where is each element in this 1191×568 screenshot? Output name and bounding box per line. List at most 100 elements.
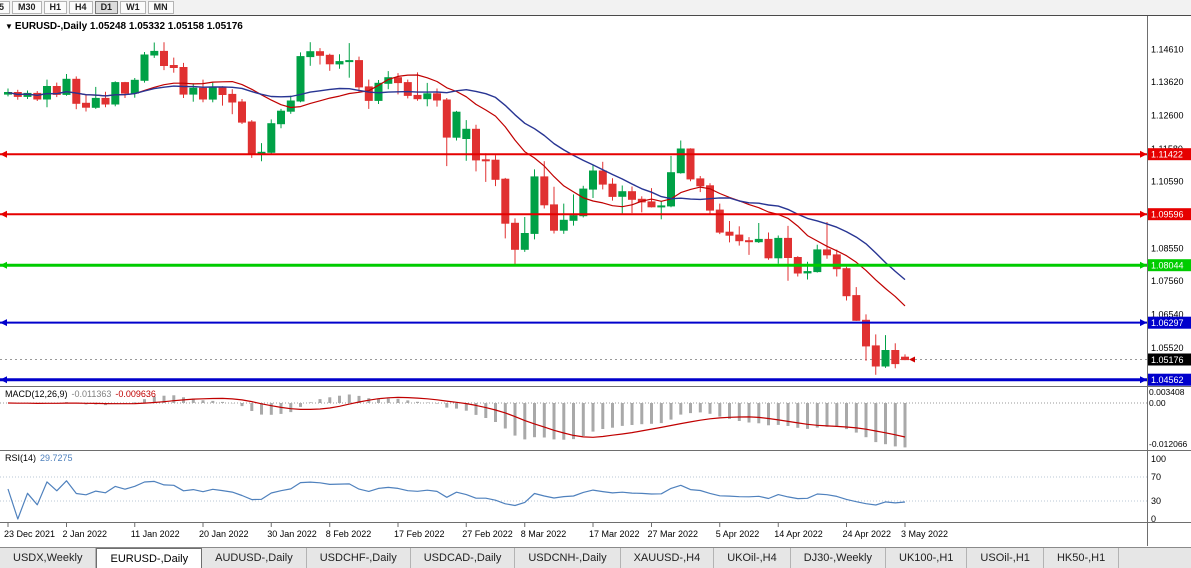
candle-body	[286, 100, 295, 112]
candle-body	[316, 51, 324, 56]
price-axis-label: 1.13620	[1151, 77, 1184, 87]
hline-right-arrow-icon	[1140, 261, 1147, 269]
hline-left-arrow-icon	[0, 376, 7, 384]
price-axis-label: 1.12600	[1151, 110, 1184, 120]
candle-body	[667, 172, 675, 207]
candle-body	[82, 102, 90, 108]
candle-body	[199, 87, 207, 100]
timeframe-button-m30[interactable]: M30	[12, 1, 42, 14]
date-label: 17 Feb 2022	[394, 529, 445, 539]
price-badge[interactable]	[1148, 148, 1191, 161]
candle-body	[813, 249, 822, 273]
candle-body	[394, 77, 402, 84]
chart-tab-audusd-daily[interactable]: AUDUSD-,Daily	[202, 548, 307, 568]
price-badge[interactable]	[1148, 208, 1191, 221]
timeframe-button-h1[interactable]: H1	[43, 1, 68, 14]
macd-value-main: -0.011363	[71, 389, 112, 399]
candle-body	[452, 111, 461, 138]
chart-tab-uk100-h1[interactable]: UK100-,H1	[886, 548, 968, 568]
ma-fast-line	[7, 74, 906, 307]
timeframe-button-h4[interactable]: H4	[69, 1, 93, 14]
candle-body	[842, 268, 851, 297]
candle-body	[228, 93, 237, 103]
candle-body	[803, 271, 812, 274]
chart-tab-xauusd-h4[interactable]: XAUUSD-,H4	[620, 548, 715, 568]
rsi-label: RSI(14)	[5, 453, 37, 463]
chart-tab-usdchf-daily[interactable]: USDCHF-,Daily	[306, 548, 411, 568]
chart-tab-eurusd-daily[interactable]: EURUSD-,Daily	[96, 548, 203, 568]
price-badge[interactable]	[1148, 353, 1191, 366]
symbol-dropdown-icon[interactable]: ▼	[5, 22, 13, 31]
candle-body	[715, 209, 724, 233]
timeframe-button-mn[interactable]: MN	[147, 1, 174, 14]
candle-body	[335, 61, 344, 65]
timeframe-button-w1[interactable]: W1	[120, 1, 146, 14]
candle-body	[384, 77, 393, 84]
macd-label: MACD(12,26,9)	[5, 389, 68, 399]
rsi-value: 29.7275	[40, 453, 73, 463]
candle-body	[511, 222, 519, 250]
candle-body	[413, 94, 422, 100]
candle-body	[608, 183, 617, 197]
candle-body	[325, 54, 334, 65]
chart-tab-hk50-h1[interactable]: HK50-,H1	[1043, 548, 1120, 568]
candle-body	[481, 159, 490, 162]
candle-body	[862, 319, 870, 347]
timeframe-button-d1[interactable]: D1	[94, 1, 119, 14]
chart-tab-usdcad-daily[interactable]: USDCAD-,Daily	[410, 548, 516, 568]
hline-left-arrow-icon	[0, 150, 7, 158]
price-chart: 1.146101.136201.126001.115801.105901.095…	[0, 16, 1191, 546]
price-axis-label: 1.06540	[1151, 310, 1184, 320]
candle-body	[247, 121, 256, 155]
date-label: 11 Jan 2022	[131, 529, 180, 539]
candle-body	[150, 50, 159, 56]
date-label: 17 Mar 2022	[589, 529, 640, 539]
candle-body	[901, 356, 909, 361]
chart-tab-usdcnh-daily[interactable]: USDCNH-,Daily	[515, 548, 621, 568]
candle-body	[569, 215, 578, 221]
price-axis-label: 1.05520	[1151, 343, 1184, 353]
date-label: 23 Dec 2021	[4, 529, 55, 539]
price-badge[interactable]	[1148, 259, 1191, 272]
price-badge[interactable]	[1148, 373, 1191, 386]
rsi-header: RSI(14) 29.7275	[5, 453, 73, 463]
candle-body	[764, 238, 773, 259]
chart-tab-ukoil-h4[interactable]: UKOil-,H4	[714, 548, 791, 568]
timeframe-button-5[interactable]: 5	[0, 1, 11, 14]
macd-axis-label: 0.00	[1149, 398, 1166, 408]
candle-body	[871, 345, 880, 367]
chart-tab-dj30-weekly[interactable]: DJ30-,Weekly	[790, 548, 886, 568]
candle-body	[345, 60, 354, 63]
candle-body	[43, 86, 51, 100]
candle-body	[598, 170, 607, 185]
candle-body	[696, 178, 705, 187]
candle-body	[647, 201, 656, 208]
candle-body	[725, 231, 734, 236]
candle-body	[754, 238, 763, 243]
candle-body	[823, 249, 831, 256]
chart-tab-usdx-weekly[interactable]: USDX,Weekly	[0, 548, 97, 568]
candle-body	[169, 65, 178, 68]
candle-body	[364, 86, 373, 101]
price-badge[interactable]	[1148, 316, 1191, 329]
candle-body	[881, 350, 890, 367]
chart-title: ▼ EURUSD-,Daily 1.05248 1.05332 1.05158 1…	[5, 21, 243, 32]
rsi-axis-label: 100	[1151, 454, 1166, 464]
chart-title-text: EURUSD-,Daily 1.05248 1.05332 1.05158 1.…	[14, 21, 243, 32]
chart-tab-usoil-h1[interactable]: USOil-,H1	[967, 548, 1044, 568]
candle-body	[472, 128, 480, 161]
ma-slow-line	[7, 85, 906, 281]
candle-body	[832, 254, 841, 270]
candle-body	[774, 237, 783, 259]
date-label: 5 Apr 2022	[716, 529, 760, 539]
candle-body	[208, 87, 217, 100]
hline-left-arrow-icon	[0, 210, 7, 218]
candle-body	[852, 295, 861, 321]
candle-body	[657, 205, 666, 208]
date-label: 30 Jan 2022	[267, 529, 317, 539]
hline-right-arrow-icon	[1140, 376, 1147, 384]
candle-body	[745, 240, 753, 243]
price-badge-label: 1.06297	[1151, 318, 1184, 328]
candle-body	[550, 204, 558, 231]
candle-body	[160, 50, 168, 67]
